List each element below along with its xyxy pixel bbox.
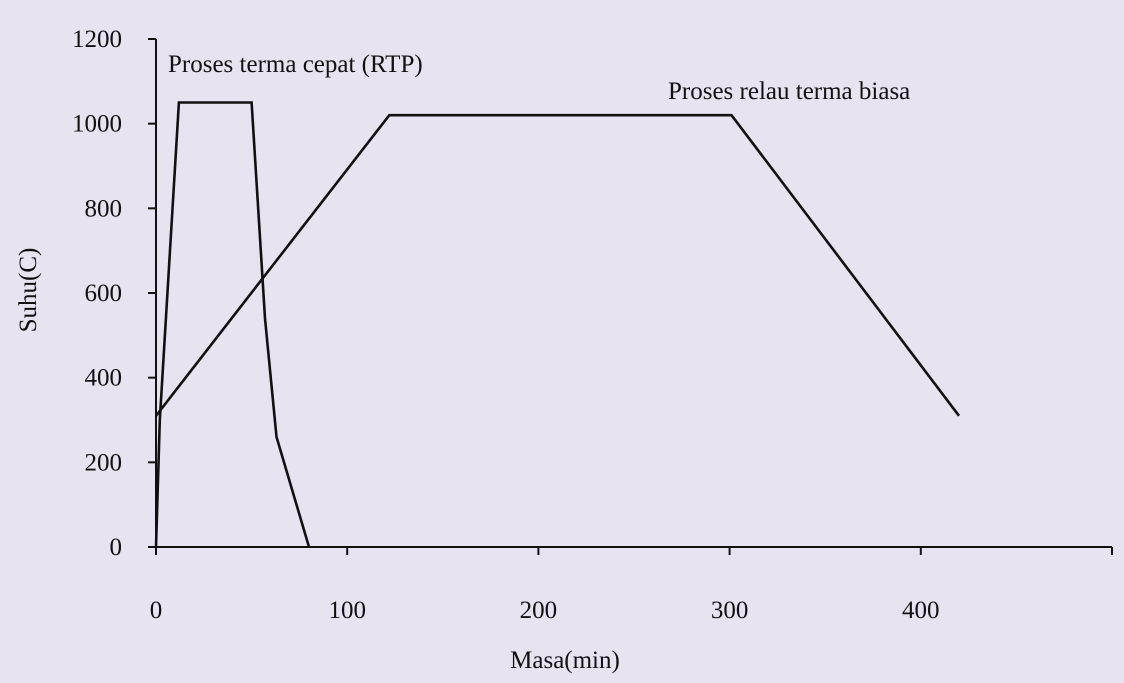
y-tick-label: 600 xyxy=(85,280,123,307)
y-tick-label: 1200 xyxy=(72,26,122,53)
y-axis-title: Suhu(C) xyxy=(15,248,42,333)
x-tick-label: 300 xyxy=(711,597,749,624)
y-tick-label: 400 xyxy=(85,365,123,392)
y-tick-label: 0 xyxy=(110,534,123,561)
x-axis-title: Masa(min) xyxy=(510,647,620,674)
series-label-furnace: Proses relau terma biasa xyxy=(668,78,910,105)
x-ticks: 0 100 200 300 400 xyxy=(150,547,1113,624)
series-line-furnace xyxy=(154,113,961,417)
series-label-rtp: Proses terma cepat (RTP) xyxy=(168,51,423,78)
y-tick-label: 800 xyxy=(85,195,123,222)
y-tick-label: 1000 xyxy=(72,111,122,138)
y-tick-label: 200 xyxy=(85,449,123,476)
labels: Proses terma cepat (RTP) Proses relau te… xyxy=(15,51,910,674)
x-tick-label: 200 xyxy=(520,597,558,624)
y-ticks: 0 200 400 600 800 1000 1200 xyxy=(72,26,156,561)
series-group xyxy=(154,101,961,548)
series-line-rtp xyxy=(154,101,311,548)
x-tick-label: 100 xyxy=(328,597,366,624)
x-tick-label: 400 xyxy=(902,597,940,624)
x-tick-label: 0 xyxy=(150,597,163,624)
